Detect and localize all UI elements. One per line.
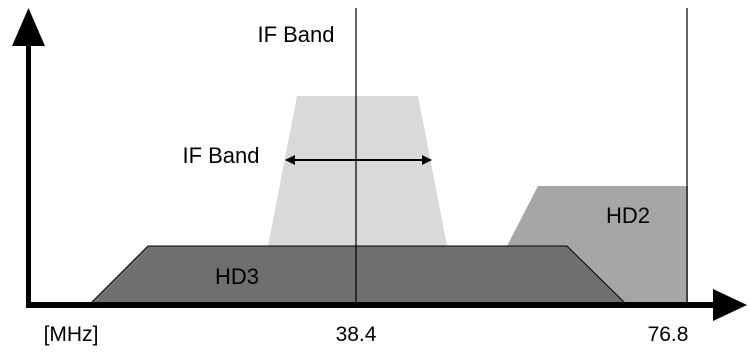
y-axis: [12, 8, 45, 307]
hd3-shape: [87, 245, 629, 306]
tick-label-38-4: 38.4: [336, 323, 377, 346]
hd2-shape: [507, 186, 688, 305]
hd3-label: HD3: [215, 264, 259, 289]
y-axis-arrowhead: [12, 8, 45, 46]
hd2-label: HD2: [606, 203, 650, 228]
x-axis-arrowhead: [713, 289, 747, 321]
x-axis: [26, 289, 747, 321]
if-band-top-label: IF Band: [257, 22, 334, 47]
if-band-shape: [268, 96, 447, 246]
if-band-arrow-label: IF Band: [182, 143, 259, 168]
axis-unit-label: [MHz]: [44, 323, 99, 346]
tick-label-76-8: 76.8: [648, 323, 689, 346]
